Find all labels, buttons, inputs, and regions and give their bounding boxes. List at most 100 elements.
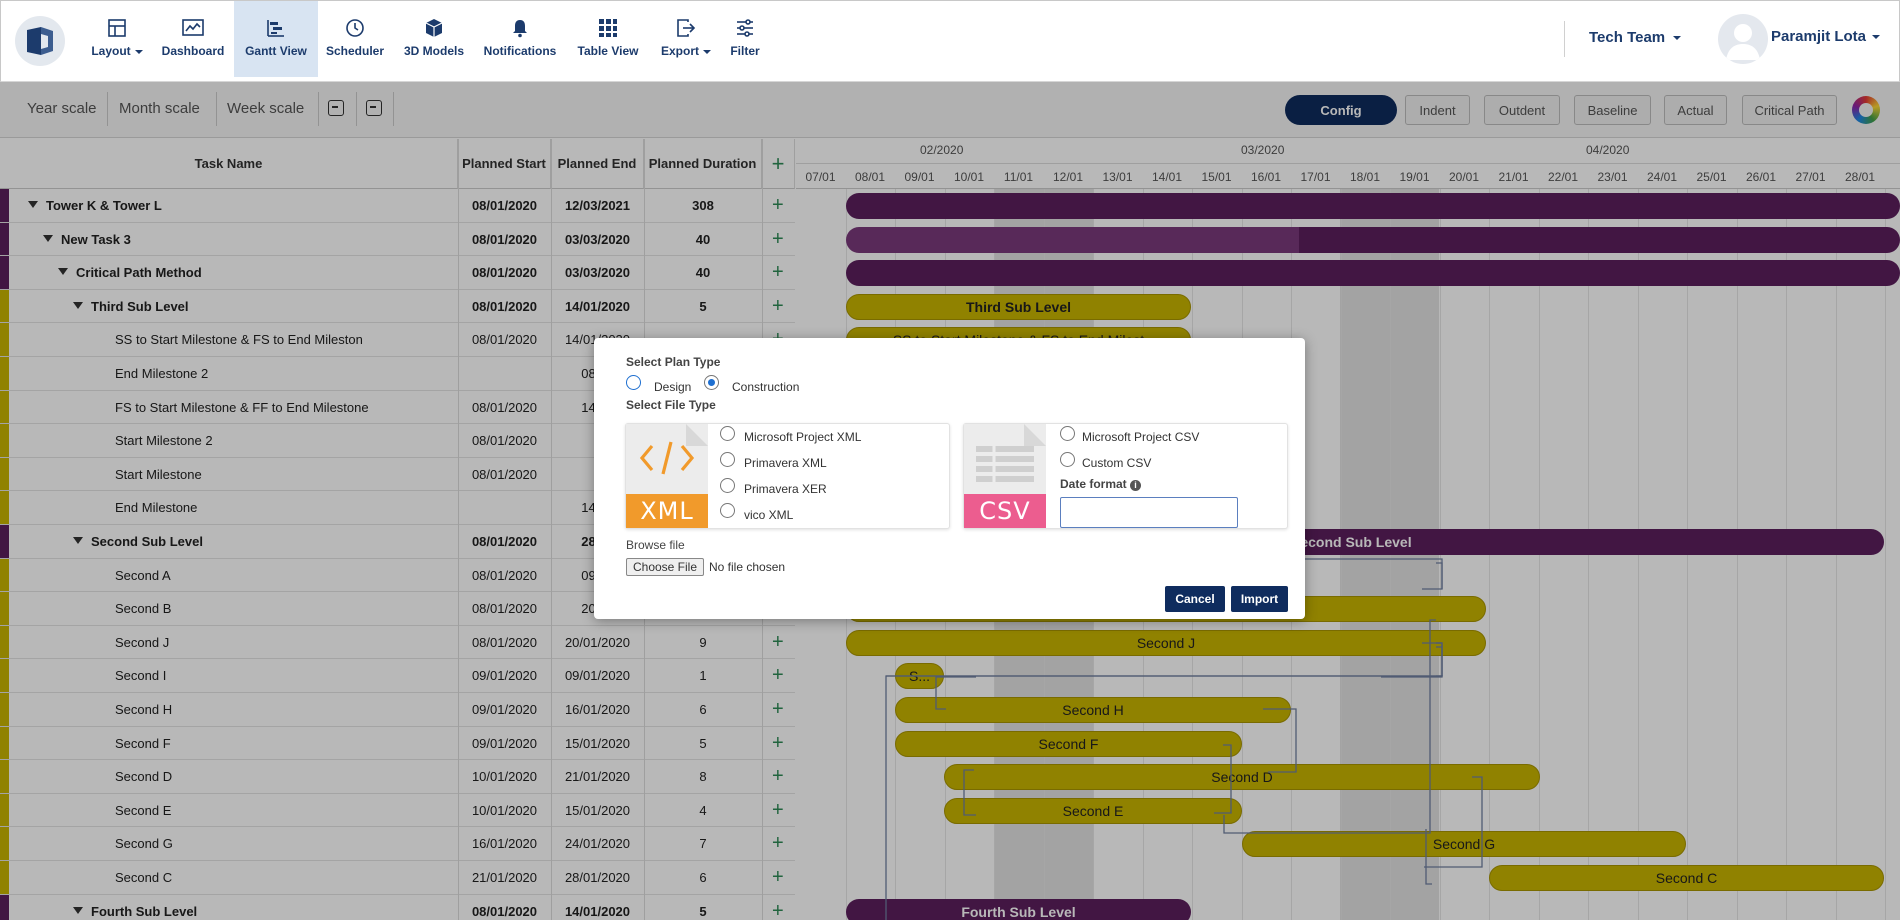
add-subtask-icon[interactable]: + (772, 294, 784, 317)
planned-start[interactable]: 21/01/2020 (471, 870, 538, 885)
radio-design[interactable] (626, 375, 641, 390)
radio-ms-project-csv[interactable] (1060, 426, 1075, 441)
year-scale-button[interactable]: Year scale (27, 100, 97, 117)
gantt-bar[interactable]: Third Sub Level (846, 293, 1191, 320)
planned-end[interactable]: 16/01/2020 (564, 702, 631, 717)
table-row[interactable]: Second F 09/01/2020 15/01/2020 5 + (0, 726, 795, 761)
planned-duration[interactable]: 5 (699, 735, 707, 751)
planned-start[interactable]: 08/01/2020 (471, 265, 538, 281)
planned-start[interactable]: 09/01/2020 (471, 735, 538, 751)
task-name[interactable]: Second D (115, 769, 173, 785)
task-name[interactable]: Second J (115, 634, 170, 650)
add-subtask-icon[interactable]: + (772, 664, 784, 687)
gantt-bar[interactable] (846, 260, 1900, 287)
task-name[interactable]: SS to Start Milestone & FS to End Milest… (115, 332, 363, 348)
planned-start[interactable]: 08/01/2020 (471, 198, 538, 213)
user-avatar[interactable] (1718, 14, 1768, 64)
toolbar-scheduler[interactable]: Scheduler (318, 1, 392, 77)
planned-start[interactable]: 08/01/2020 (471, 433, 538, 449)
planned-start[interactable]: 09/01/2020 (471, 702, 538, 717)
gantt-bar[interactable] (846, 193, 1900, 219)
task-name[interactable]: Second F (115, 735, 171, 751)
planned-start[interactable]: 08/01/2020 (471, 332, 538, 348)
toolbar-notifications[interactable]: Notifications (479, 1, 561, 77)
gantt-bar[interactable]: Second G (1242, 831, 1686, 858)
add-subtask-icon[interactable]: + (772, 194, 784, 216)
table-row[interactable]: Critical Path Method 08/01/2020 03/03/2020… (0, 256, 795, 290)
table-row[interactable]: Second H 09/01/2020 16/01/2020 6 + (0, 693, 795, 727)
config-button[interactable]: Config (1285, 95, 1397, 125)
week-scale-button[interactable]: Week scale (227, 100, 305, 117)
month-scale-button[interactable]: Month scale (119, 100, 200, 117)
column-header-planned-start[interactable]: Planned Start (458, 139, 551, 189)
planned-end[interactable]: 15/01/2020 (564, 802, 631, 818)
table-row[interactable]: Tower K & Tower L 08/01/2020 12/03/2021 308… (0, 189, 795, 223)
radio-vico-xml[interactable] (720, 503, 735, 518)
add-subtask-icon[interactable]: + (772, 765, 784, 788)
planned-duration[interactable]: 5 (699, 298, 707, 314)
planned-start[interactable]: 08/01/2020 (471, 903, 538, 919)
gantt-bar[interactable]: Second C (1489, 865, 1884, 891)
toolbar-gantt-view[interactable]: Gantt View (234, 1, 318, 77)
add-subtask-icon[interactable]: + (772, 630, 784, 653)
collapse-toggle-icon[interactable] (73, 537, 83, 544)
gantt-bar[interactable]: Second F (895, 730, 1242, 757)
planned-end[interactable]: 03/03/2020 (564, 231, 631, 247)
toolbar-table-view[interactable]: Table View (571, 1, 645, 77)
planned-end[interactable]: 14/01/2020 (564, 298, 631, 314)
add-task-header-icon[interactable]: + (762, 139, 795, 189)
radio-primavera-xer[interactable] (720, 478, 735, 493)
add-subtask-icon[interactable]: + (772, 866, 784, 888)
planned-end[interactable]: 14/01/2020 (564, 903, 631, 919)
planned-duration[interactable]: 40 (695, 265, 711, 281)
task-name[interactable]: Fourth Sub Level (91, 903, 198, 919)
column-header-task-name[interactable]: Task Name (0, 139, 458, 189)
planned-start[interactable]: 08/01/2020 (471, 399, 538, 415)
planned-duration[interactable]: 4 (699, 802, 707, 818)
collapse-toggle-icon[interactable] (28, 201, 38, 208)
task-name[interactable]: Start Milestone (115, 466, 202, 482)
planned-duration[interactable]: 6 (699, 702, 707, 717)
toolbar-dashboard[interactable]: Dashboard (157, 1, 229, 77)
planned-duration[interactable]: 5 (699, 903, 707, 919)
column-header-planned-duration[interactable]: Planned Duration (644, 139, 762, 189)
planned-end[interactable]: 12/03/2021 (564, 198, 631, 213)
gantt-bar[interactable]: Second D (944, 764, 1540, 791)
radio-construction[interactable] (704, 375, 719, 390)
gantt-bar[interactable]: Second E (944, 797, 1242, 824)
planned-end[interactable]: 15/01/2020 (564, 735, 631, 751)
toolbar-filter[interactable]: Filter (723, 1, 767, 77)
add-subtask-icon[interactable]: + (772, 261, 784, 284)
planned-end[interactable]: 24/01/2020 (564, 836, 631, 852)
task-name[interactable]: Second C (115, 870, 173, 885)
task-name[interactable]: New Task 3 (61, 231, 131, 247)
choose-file-button[interactable]: Choose File (626, 558, 704, 576)
planned-end[interactable]: 20/01/2020 (564, 634, 631, 650)
gantt-bar[interactable]: Second J (846, 629, 1486, 656)
color-wheel-icon[interactable] (1852, 96, 1880, 124)
gantt-bar[interactable]: Second H (895, 697, 1291, 723)
cancel-button[interactable]: Cancel (1165, 586, 1225, 612)
collapse-toggle-icon[interactable] (58, 268, 68, 276)
collapse-toggle-icon[interactable] (43, 234, 53, 242)
planned-end[interactable]: 28/01/2020 (564, 870, 631, 885)
app-logo[interactable] (15, 16, 65, 66)
planned-start[interactable]: 10/01/2020 (471, 769, 538, 785)
date-format-input[interactable] (1060, 497, 1238, 528)
expand-all-icon[interactable] (366, 100, 382, 116)
collapse-all-icon[interactable] (328, 100, 344, 116)
planned-start[interactable]: 08/01/2020 (471, 601, 538, 617)
column-header-planned-end[interactable]: Planned End (551, 139, 644, 189)
planned-end[interactable]: 09/01/2020 (564, 668, 631, 684)
planned-duration[interactable]: 9 (699, 634, 707, 650)
critical-path-button[interactable]: Critical Path (1742, 95, 1837, 125)
planned-duration[interactable]: 1 (699, 668, 707, 684)
add-subtask-icon[interactable]: + (772, 899, 784, 920)
actual-button[interactable]: Actual (1664, 95, 1727, 125)
user-menu[interactable]: Paramjit Lota (1771, 28, 1881, 45)
task-name[interactable]: Second E (115, 802, 172, 818)
task-name[interactable]: Tower K & Tower L (46, 198, 162, 213)
planned-duration[interactable]: 6 (699, 870, 707, 885)
task-name[interactable]: End Milestone 2 (115, 366, 209, 381)
radio-ms-project-xml[interactable] (720, 426, 735, 441)
